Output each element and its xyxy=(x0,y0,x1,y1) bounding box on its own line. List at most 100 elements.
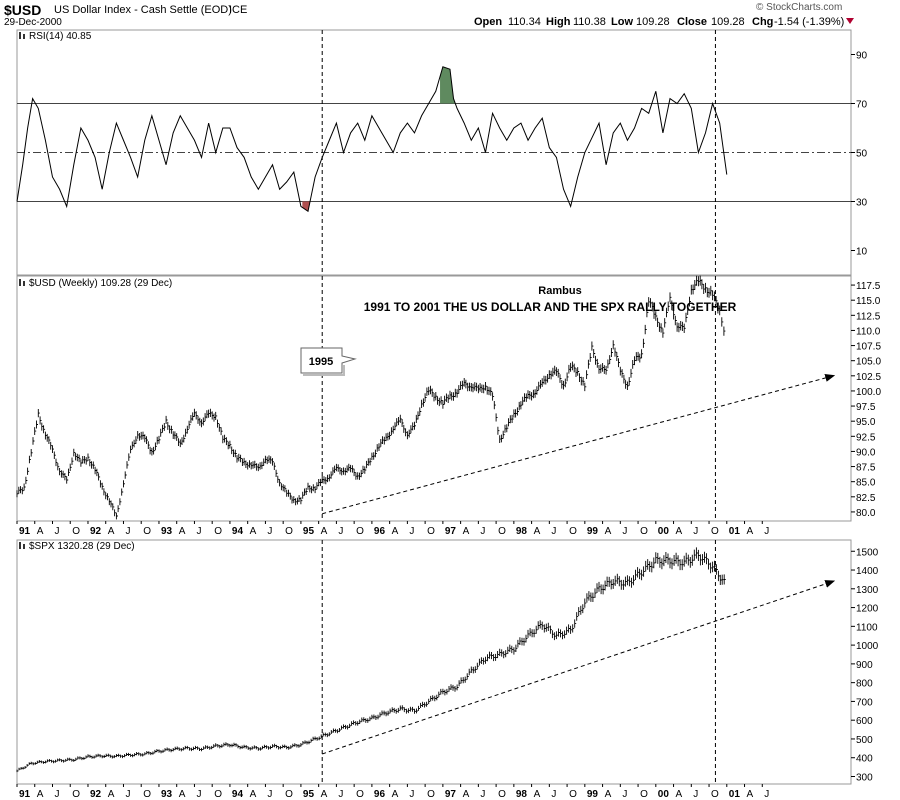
x-tick-label-1-22: J xyxy=(409,789,414,800)
x-tick-label-1-21: A xyxy=(392,789,399,800)
x-tick-label-0-15: O xyxy=(285,526,293,537)
x-tick-label-0-30: J xyxy=(551,526,556,537)
x-tick-label-1-28: 98 xyxy=(516,789,528,800)
x-tick-label-0-10: J xyxy=(196,526,201,537)
watermark: © StockCharts.com xyxy=(756,2,843,13)
price-series-1 xyxy=(16,275,726,520)
y-tick-label-2-1: 400 xyxy=(856,754,873,765)
y-tick-label-1-14: 115.0 xyxy=(856,296,881,307)
panel-icon-b-2 xyxy=(23,544,25,549)
panel-frame-1 xyxy=(16,275,852,522)
low-label: Low xyxy=(611,16,633,28)
x-tick-label-1-35: O xyxy=(640,789,648,800)
y-tick-label-1-3: 87.5 xyxy=(856,463,876,474)
x-tick-label-0-25: A xyxy=(463,526,470,537)
x-tick-label-0-28: 98 xyxy=(516,526,528,537)
symbol-label: $USD xyxy=(4,2,42,18)
x-tick-label-0-17: A xyxy=(321,526,328,537)
x-tick-label-1-18: J xyxy=(338,789,343,800)
close-value: 109.28 xyxy=(711,16,745,28)
annotation-rambus: Rambus xyxy=(538,285,581,297)
x-tick-label-0-23: O xyxy=(427,526,435,537)
usd-trend-line xyxy=(322,374,836,515)
x-tick-label-0-8: 93 xyxy=(161,526,173,537)
x-tick-label-1-14: J xyxy=(267,789,272,800)
x-tick-label-1-33: A xyxy=(605,789,612,800)
x-tick-label-0-33: A xyxy=(605,526,612,537)
x-tick-label-1-38: J xyxy=(693,789,698,800)
y-tick-label-1-5: 92.5 xyxy=(856,432,876,443)
y-tick-label-1-10: 105.0 xyxy=(856,357,881,368)
x-tick-label-0-6: J xyxy=(125,526,130,537)
y-tick-label-2-0: 300 xyxy=(856,772,873,783)
panel-icon-2 xyxy=(19,542,21,549)
x-tick-label-1-17: A xyxy=(321,789,328,800)
y-tick-label-1-7: 97.5 xyxy=(856,402,876,413)
callout-1995-box xyxy=(300,347,357,374)
x-tick-label-1-26: J xyxy=(480,789,485,800)
x-tick-label-1-27: O xyxy=(498,789,506,800)
panel-icon-b-0 xyxy=(23,34,25,39)
x-tick-label-1-39: O xyxy=(711,789,719,800)
x-tick-label-0-7: O xyxy=(143,526,151,537)
x-tick-label-0-20: 96 xyxy=(374,526,386,537)
y-tick-label-1-13: 112.5 xyxy=(856,311,881,322)
x-tick-label-0-37: A xyxy=(676,526,683,537)
panel-title-2: $SPX 1320.28 (29 Dec) xyxy=(29,541,135,552)
y-tick-label-1-12: 110.0 xyxy=(856,326,881,337)
panel-title-0: RSI(14) 40.85 xyxy=(29,31,92,42)
x-tick-label-1-40: 01 xyxy=(729,789,741,800)
x-tick-label-1-24: 97 xyxy=(445,789,457,800)
x-tick-label-0-31: O xyxy=(569,526,577,537)
x-tick-label-1-30: J xyxy=(551,789,556,800)
y-tick-label-2-9: 1200 xyxy=(856,604,879,615)
x-tick-label-1-10: J xyxy=(196,789,201,800)
y-tick-label-0-0: 10 xyxy=(856,247,868,258)
date-label: 29-Dec-2000 xyxy=(4,17,62,28)
x-tick-label-0-21: A xyxy=(392,526,399,537)
x-tick-label-0-1: A xyxy=(37,526,44,537)
x-tick-label-1-34: J xyxy=(622,789,627,800)
exchange-label: ICE xyxy=(229,4,248,16)
price-bars-2 xyxy=(16,547,726,773)
y-tick-label-2-12: 1500 xyxy=(856,547,879,558)
x-tick-label-0-13: A xyxy=(250,526,257,537)
close-label: Close xyxy=(677,16,707,28)
x-tick-label-0-24: 97 xyxy=(445,526,457,537)
y-tick-label-1-4: 90.0 xyxy=(856,447,876,458)
x-tick-label-1-20: 96 xyxy=(374,789,386,800)
x-tick-label-1-12: 94 xyxy=(232,789,244,800)
open-value: 110.34 xyxy=(508,16,541,28)
x-tick-label-1-23: O xyxy=(427,789,435,800)
x-tick-label-1-9: A xyxy=(179,789,186,800)
panel-frame-2 xyxy=(16,539,852,785)
spx-trend-line xyxy=(322,580,836,755)
down-triangle-icon-shape xyxy=(846,18,854,24)
y-tick-label-0-1: 30 xyxy=(856,198,868,209)
y-tick-label-2-8: 1100 xyxy=(856,622,878,633)
chart-header: $USD US Dollar Index - Cash Settle (EOD)… xyxy=(0,0,900,30)
high-label: High xyxy=(546,16,571,28)
panel-icon-1 xyxy=(19,279,21,286)
x-tick-label-1-11: O xyxy=(214,789,222,800)
low-value: 109.28 xyxy=(636,16,670,28)
y-tick-label-1-15: 117.5 xyxy=(856,281,881,292)
x-tick-label-0-35: O xyxy=(640,526,648,537)
high-value: 110.38 xyxy=(573,16,606,28)
x-tick-label-1-31: O xyxy=(569,789,577,800)
x-tick-label-0-9: A xyxy=(179,526,186,537)
down-triangle-icon xyxy=(846,17,854,27)
x-tick-label-0-19: O xyxy=(356,526,364,537)
rsi-overbought-fill xyxy=(440,66,459,104)
x-tick-label-1-4: 92 xyxy=(90,789,102,800)
y-tick-label-2-4: 700 xyxy=(856,697,873,708)
y-tick-label-2-11: 1400 xyxy=(856,566,879,577)
x-tick-label-1-8: 93 xyxy=(161,789,173,800)
x-tick-label-0-40: 01 xyxy=(729,526,741,537)
x-tick-label-1-6: J xyxy=(125,789,130,800)
x-tick-label-1-1: A xyxy=(37,789,44,800)
x-tick-label-1-3: O xyxy=(72,789,80,800)
y-tick-label-1-1: 82.5 xyxy=(856,493,876,504)
x-tick-label-0-14: J xyxy=(267,526,272,537)
y-tick-label-2-7: 1000 xyxy=(856,641,879,652)
